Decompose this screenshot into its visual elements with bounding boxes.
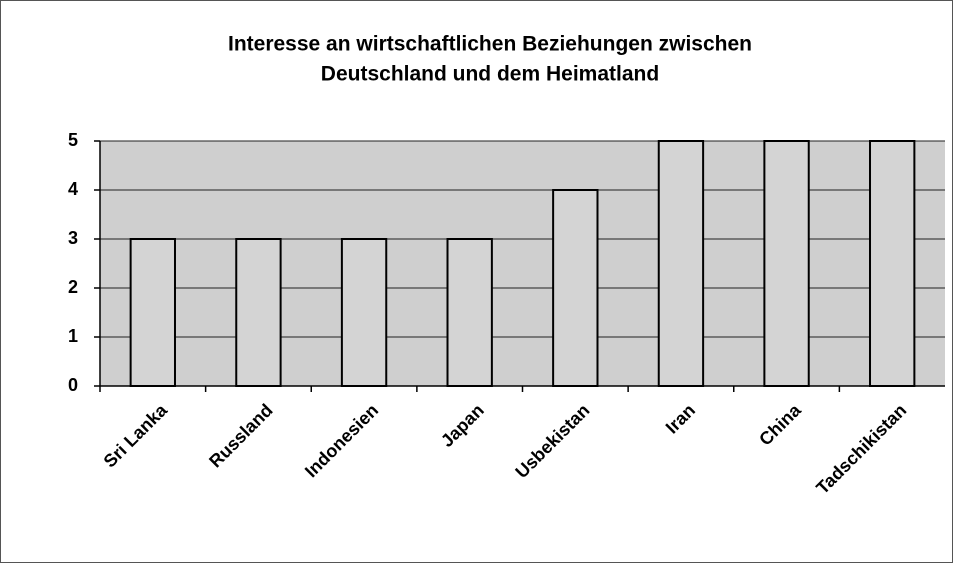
bar: [552, 189, 599, 387]
chart-title: Deutschland und dem Heimatland: [321, 63, 659, 86]
y-tick-label: 5: [68, 130, 78, 150]
y-tick-label: 1: [68, 326, 78, 346]
bar: [129, 238, 176, 387]
y-tick-label: 4: [68, 179, 78, 199]
bar: [763, 140, 810, 387]
bar: [340, 238, 388, 387]
chart-title: Interesse an wirtschaftlichen Beziehunge…: [228, 33, 752, 56]
bar: [657, 140, 705, 387]
y-tick-label: 3: [68, 228, 78, 248]
bar: [235, 238, 282, 387]
bar: [446, 238, 493, 387]
plot-area: [100, 141, 945, 386]
y-tick-label: 0: [68, 375, 78, 395]
bar: [869, 140, 916, 387]
y-tick-label: 2: [68, 277, 78, 297]
